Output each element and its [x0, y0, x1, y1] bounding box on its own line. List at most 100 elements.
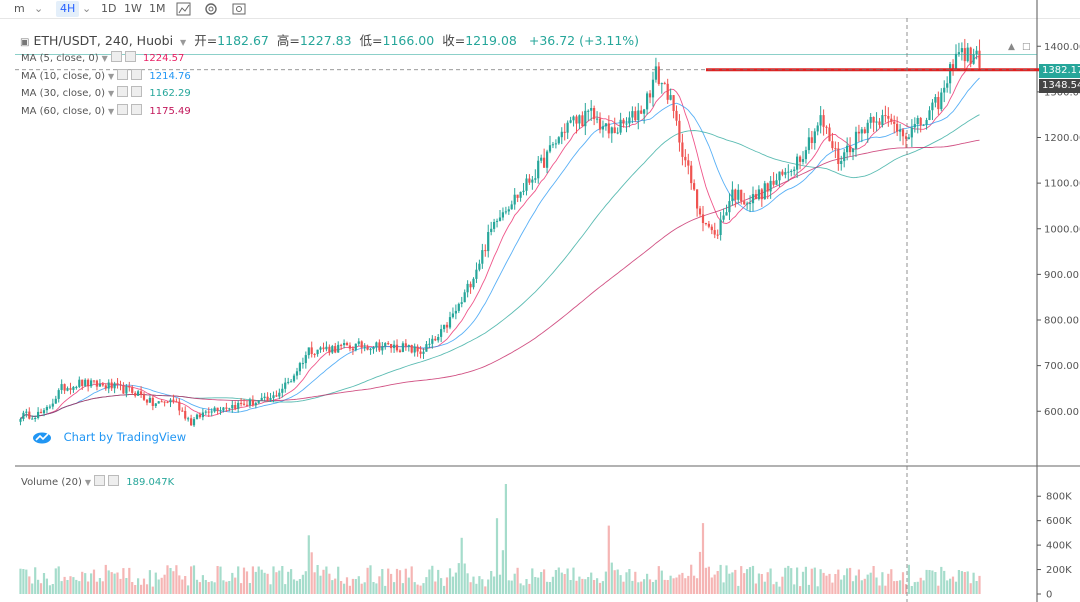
- chevron-down-icon[interactable]: ⌄: [82, 2, 92, 15]
- interval-1d-button[interactable]: 1D: [101, 2, 117, 15]
- volume-bar: [584, 579, 587, 594]
- volume-bar: [237, 566, 240, 594]
- candle-body: [328, 346, 331, 353]
- candle-body: [519, 191, 522, 198]
- volume-bar: [390, 573, 393, 594]
- candle-body: [263, 396, 266, 398]
- volume-bar: [45, 578, 48, 594]
- candle-body: [913, 124, 916, 128]
- candle-body: [410, 345, 413, 353]
- candle-body: [90, 380, 93, 387]
- volume-bar: [490, 571, 493, 594]
- candle-body: [172, 399, 175, 402]
- volume-tick-label: 800K: [1046, 492, 1072, 503]
- candle-body: [134, 392, 137, 396]
- candle-body: [319, 347, 322, 350]
- volume-bar: [528, 583, 531, 594]
- candle-body: [443, 324, 446, 330]
- chevron-down-icon[interactable]: ⌄: [34, 2, 44, 15]
- chart-type-icon[interactable]: [175, 1, 193, 17]
- gear-icon[interactable]: [202, 1, 220, 17]
- volume-bar: [834, 574, 837, 594]
- volume-bar: [651, 582, 655, 594]
- volume-bar: [590, 572, 593, 594]
- candle-body: [781, 171, 784, 175]
- volume-bar: [245, 571, 249, 594]
- volume-bar: [616, 569, 619, 594]
- volume-bar: [195, 579, 199, 594]
- volume-bar: [454, 572, 457, 594]
- chevron-down-icon[interactable]: ▼: [180, 38, 187, 47]
- close-icon[interactable]: [131, 104, 143, 115]
- volume-bar: [60, 581, 63, 594]
- candle-body: [237, 402, 240, 409]
- candle-body: [398, 350, 402, 352]
- candle-body: [560, 131, 563, 138]
- interval-minutes-button[interactable]: m: [14, 2, 25, 15]
- volume-bar: [516, 567, 519, 594]
- settings-icon[interactable]: [110, 51, 122, 62]
- volume-bar: [160, 577, 163, 594]
- volume-bar: [663, 579, 666, 594]
- candle-body: [575, 116, 578, 124]
- settings-icon[interactable]: [117, 104, 129, 115]
- volume-bar: [887, 573, 890, 594]
- volume-bar: [266, 573, 269, 594]
- ma-10-legend: MA (10, close, 0) ▼ 1214.76: [21, 69, 191, 82]
- candle-body: [140, 391, 143, 395]
- candle-body: [837, 148, 840, 164]
- volume-bar: [581, 578, 584, 594]
- candle-body: [751, 194, 755, 204]
- screenshot-icon[interactable]: [230, 1, 248, 17]
- volume-bar: [569, 580, 572, 594]
- candle-body: [425, 344, 428, 352]
- candle-body: [363, 346, 366, 348]
- candle-body: [469, 283, 472, 288]
- volume-bar: [604, 571, 607, 594]
- volume-bar: [734, 569, 737, 594]
- close-icon[interactable]: [131, 86, 143, 97]
- candle-body: [737, 189, 740, 200]
- tradingview-brand[interactable]: Chart by TradingView: [32, 430, 186, 444]
- close-icon[interactable]: [108, 475, 120, 486]
- pane-maximize-icon[interactable]: □: [1022, 42, 1031, 52]
- candle-body: [978, 50, 981, 68]
- volume-bar: [716, 571, 719, 594]
- interval-1w-button[interactable]: 1W: [124, 2, 142, 15]
- volume-bar: [919, 577, 922, 594]
- candle-body: [743, 201, 746, 205]
- close-icon[interactable]: [131, 69, 143, 80]
- low-value: 低=1166.00: [359, 33, 435, 48]
- volume-bar: [722, 582, 725, 594]
- candle-body: [366, 346, 369, 350]
- volume-bar: [875, 577, 878, 594]
- interval-1m-button[interactable]: 1M: [149, 2, 166, 15]
- interval-4h-button[interactable]: 4H: [56, 1, 80, 17]
- candle-body: [295, 371, 299, 376]
- candle-body: [92, 380, 96, 382]
- candle-body: [840, 161, 843, 164]
- settings-icon[interactable]: [94, 475, 106, 486]
- volume-bar: [487, 579, 490, 594]
- candle-body: [231, 405, 234, 409]
- volume-bar: [248, 583, 251, 594]
- candle-body: [822, 115, 825, 127]
- candle-body: [331, 346, 334, 353]
- close-icon[interactable]: [124, 51, 136, 62]
- pane-up-icon[interactable]: ▲: [1008, 42, 1015, 52]
- collapse-icon[interactable]: ▣: [20, 37, 30, 48]
- volume-bar: [913, 582, 916, 594]
- settings-icon[interactable]: [117, 69, 129, 80]
- candle-body: [357, 341, 360, 344]
- volume-bar: [310, 552, 313, 594]
- candle-body: [687, 160, 690, 166]
- candle-body: [646, 93, 649, 110]
- settings-icon[interactable]: [117, 86, 129, 97]
- volume-bar: [281, 566, 284, 594]
- volume-bar: [372, 582, 375, 594]
- volume-bar: [625, 572, 628, 594]
- candle-body: [490, 228, 493, 232]
- volume-bar: [863, 578, 866, 594]
- volume-bar: [22, 569, 25, 594]
